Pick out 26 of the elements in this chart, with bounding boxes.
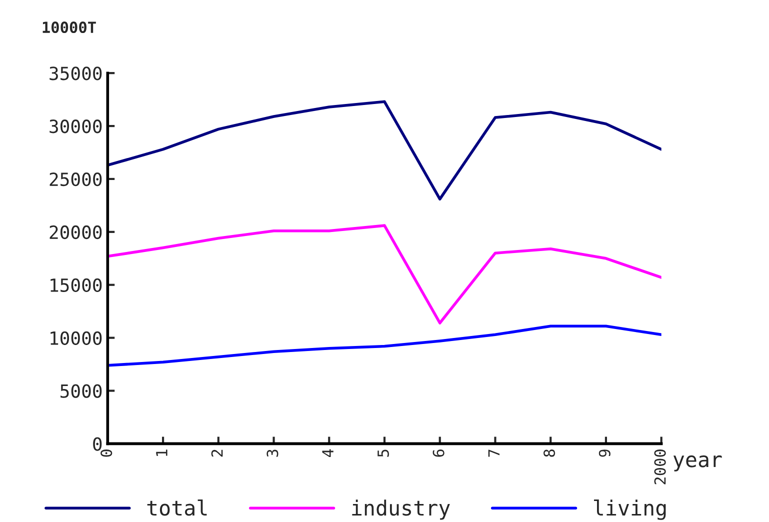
x-tick-label: 3 bbox=[266, 450, 278, 457]
x-tick-label: 2000 bbox=[654, 450, 666, 484]
x-axis-title: year bbox=[673, 455, 722, 472]
x-tick-label: 6 bbox=[432, 450, 444, 457]
line-series bbox=[108, 324, 662, 367]
x-tick-label: 8 bbox=[544, 450, 556, 457]
y-tick-label: 30000 bbox=[50, 120, 102, 134]
x-tick-label: 5 bbox=[378, 450, 389, 457]
x-tick-label: 1 bbox=[156, 450, 168, 456]
legend-label: living bbox=[594, 500, 666, 520]
x-tick-label: 9 bbox=[598, 450, 610, 457]
y-axis-title: 10000T bbox=[42, 22, 96, 34]
x-tick-label: 7 bbox=[488, 450, 500, 457]
y-tick-label: 15000 bbox=[50, 278, 102, 292]
y-tick-label: 10000 bbox=[50, 331, 102, 345]
line-series bbox=[108, 100, 662, 200]
legend-label: industry bbox=[352, 500, 450, 520]
y-tick-label: 25000 bbox=[50, 172, 102, 186]
x-tick-label: 2 bbox=[211, 450, 223, 457]
line-series bbox=[108, 224, 662, 324]
y-tick-label: 20000 bbox=[50, 225, 102, 240]
y-tick-label: 5000 bbox=[60, 384, 102, 398]
x-tick-label: 4 bbox=[322, 449, 334, 457]
legend-label: total bbox=[147, 500, 207, 516]
x-tick-label: 0 bbox=[100, 450, 112, 457]
y-tick-label: 35000 bbox=[50, 66, 102, 80]
